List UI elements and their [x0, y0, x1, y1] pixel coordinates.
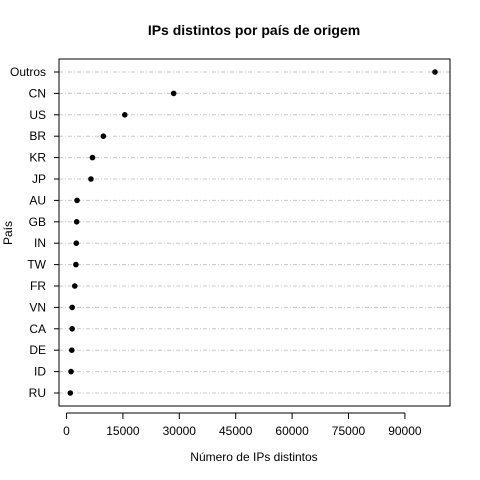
- y-tick-label: ID: [34, 365, 46, 379]
- y-tick-label: CN: [29, 86, 46, 100]
- y-tick-label: CA: [29, 322, 46, 336]
- data-point: [69, 326, 75, 332]
- x-axis-label: Número de IPs distintos: [190, 450, 317, 464]
- data-point: [88, 176, 94, 182]
- y-tick-label: BR: [29, 129, 46, 143]
- y-tick-label: US: [29, 108, 46, 122]
- y-tick-label: DE: [29, 343, 46, 357]
- y-tick-label: JP: [32, 172, 46, 186]
- y-tick-label: Outros: [10, 65, 46, 79]
- data-point: [100, 133, 107, 139]
- data-point: [73, 219, 80, 225]
- data-point: [121, 112, 128, 118]
- y-axis-label: País: [1, 221, 15, 245]
- x-tick-label: 60000: [275, 424, 309, 438]
- data-point: [73, 261, 79, 268]
- y-tick-label: KR: [29, 151, 46, 165]
- data-point: [89, 154, 96, 161]
- data-point: [69, 304, 75, 311]
- data-point: [74, 197, 80, 204]
- x-tick-label: 0: [63, 424, 70, 438]
- data-point: [432, 69, 438, 75]
- x-tick-label: 75000: [332, 424, 366, 438]
- x-tick-label: 45000: [219, 424, 253, 438]
- plot-area: [58, 58, 451, 407]
- y-axis: Outros CN US BR KR JP AU GB IN TW FR VN CA DE ID RU: [10, 65, 59, 400]
- x-tick-label: 30000: [163, 424, 197, 438]
- y-tick-label: VN: [29, 300, 46, 314]
- data-point: [68, 368, 74, 375]
- chart-title: IPs distintos por país de origem: [148, 22, 360, 38]
- y-tick-label: IN: [34, 236, 46, 250]
- y-tick-label: GB: [29, 215, 46, 229]
- y-tick-label: TW: [27, 258, 46, 272]
- gridlines: [59, 71, 450, 394]
- y-tick-label: RU: [29, 386, 46, 400]
- data-point: [67, 390, 74, 396]
- x-tick-label: 90000: [388, 424, 422, 438]
- data-point: [170, 90, 177, 97]
- x-axis: 0 15000 30000 45000 60000 75000 90000: [63, 412, 422, 438]
- data-point: [71, 283, 78, 289]
- y-tick-label: FR: [30, 279, 46, 293]
- data-point: [68, 347, 75, 354]
- y-tick-label: AU: [29, 193, 46, 207]
- x-tick-label: 15000: [106, 424, 140, 438]
- data-point: [73, 240, 80, 246]
- data-points: [67, 69, 438, 396]
